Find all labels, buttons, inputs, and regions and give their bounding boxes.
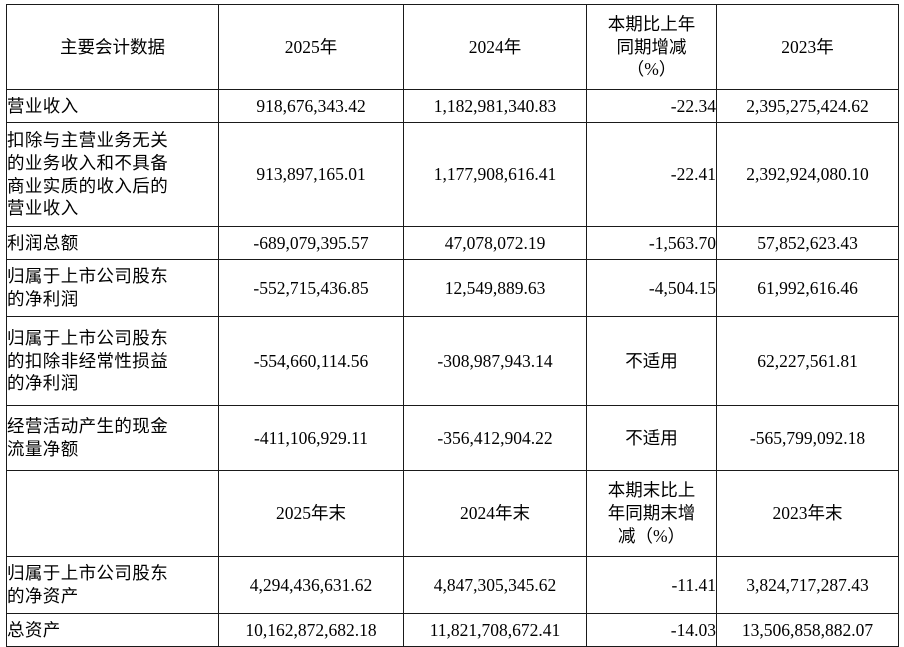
table-header-row-primary: 主要会计数据 2025年 2024年 本期比上年 同期增减 （%） 2023年 [6,4,899,90]
row-label-line: 的业务收入和不具备 [7,152,169,173]
cell-2025: 913,897,165.01 [218,122,404,227]
header2-cell-change-pct: 本期末比上 年同期末增 减（%） [586,470,717,557]
cell-2025: -552,715,436.85 [218,259,404,317]
cell-2024-end: 11,821,708,672.41 [403,613,587,647]
table-row: 归属于上市公司股东 的扣除非经常性损益 的净利润 -554,660,114.56… [6,316,899,406]
row-label-line: 总资产 [7,619,61,640]
cell-2023: -565,799,092.18 [716,405,899,471]
table-row: 扣除与主营业务无关 的业务收入和不具备 商业实质的收入后的 营业收入 913,8… [6,122,899,227]
row-label-net-profit-attributable: 归属于上市公司股东 的净利润 [6,259,219,317]
cell-2024: 47,078,072.19 [403,226,587,260]
cell-2025: -554,660,114.56 [218,316,404,406]
cell-2023: 57,852,623.43 [716,226,899,260]
header-change-line3: （%） [626,59,677,80]
header-change-line1: 本期比上年 [607,13,696,34]
cell-change-pct: -22.41 [586,122,717,227]
header2-cell-2023-end: 2023年末 [716,470,899,557]
cell-2025: -689,079,395.57 [218,226,404,260]
row-label-net-profit-excl-nonrecurring: 归属于上市公司股东 的扣除非经常性损益 的净利润 [6,316,219,406]
header-cell-label: 主要会计数据 [6,4,219,90]
row-label-net-assets-attributable: 归属于上市公司股东 的净资产 [6,556,219,614]
row-label-line: 的净利润 [7,289,79,309]
row-label-adjusted-operating-revenue: 扣除与主营业务无关 的业务收入和不具备 商业实质的收入后的 营业收入 [6,122,219,227]
row-label-line: 的净利润 [7,373,79,394]
cell-2025-end: 10,162,872,682.18 [218,613,404,647]
cell-change-pct: -11.41 [586,556,717,614]
table-row: 总资产 10,162,872,682.18 11,821,708,672.41 … [6,613,899,647]
cell-2023: 62,227,561.81 [716,316,899,406]
cell-change-pct: 不适用 [586,405,717,471]
row-label-total-assets: 总资产 [6,613,219,647]
row-label-line: 利润总额 [7,232,79,253]
cell-change-pct: -22.34 [586,89,717,123]
row-label-line: 营业收入 [7,95,79,116]
cell-2024: -308,987,943.14 [403,316,587,406]
header2-change-line1: 本期末比上 [607,480,696,501]
header-cell-2023: 2023年 [716,4,899,90]
header-change-line2: 同期增减 [616,36,687,57]
table-row: 营业收入 918,676,343.42 1,182,981,340.83 -22… [6,89,899,123]
header2-change-line2: 年同期末增 [607,503,696,524]
header2-cell-2024-end: 2024年末 [403,470,587,557]
row-label-line: 的净资产 [7,586,79,606]
row-label-total-profit: 利润总额 [6,226,219,260]
table-row: 经营活动产生的现金 流量净额 -411,106,929.11 -356,412,… [6,405,899,471]
cell-2025: -411,106,929.11 [218,405,404,471]
row-label-line: 的扣除非经常性损益 [7,350,169,371]
cell-change-pct: 不适用 [586,316,717,406]
cell-2024: 1,182,981,340.83 [403,89,587,123]
cell-2025: 918,676,343.42 [218,89,404,123]
header-cell-change-pct: 本期比上年 同期增减 （%） [586,4,717,90]
cell-2023-end: 3,824,717,287.43 [716,556,899,614]
row-label-line: 归属于上市公司股东 [7,266,169,287]
header2-cell-label [6,470,219,557]
cell-2023: 61,992,616.46 [716,259,899,317]
table-row: 归属于上市公司股东 的净利润 -552,715,436.85 12,549,88… [6,259,899,317]
header-cell-2024: 2024年 [403,4,587,90]
table-row: 归属于上市公司股东 的净资产 4,294,436,631.62 4,847,30… [6,556,899,614]
header-cell-2025: 2025年 [218,4,404,90]
cell-2024: 1,177,908,616.41 [403,122,587,227]
cell-2024: 12,549,889.63 [403,259,587,317]
header2-change-line3: 减（%） [617,525,686,546]
cell-2023: 2,395,275,424.62 [716,89,899,123]
row-label-line: 营业收入 [7,198,79,219]
row-label-operating-revenue: 营业收入 [6,89,219,123]
cell-change-pct: -4,504.15 [586,259,717,317]
row-label-line: 扣除与主营业务无关 [7,130,169,150]
row-label-line: 商业实质的收入后的 [7,175,169,196]
cell-2024-end: 4,847,305,345.62 [403,556,587,614]
table-row: 利润总额 -689,079,395.57 47,078,072.19 -1,56… [6,226,899,260]
row-label-line: 流量净额 [7,439,79,459]
main-accounting-data-table: 主要会计数据 2025年 2024年 本期比上年 同期增减 （%） 2023年 … [6,4,899,647]
row-label-line: 经营活动产生的现金 [7,416,169,437]
cell-2023-end: 13,506,858,882.07 [716,613,899,647]
header2-cell-2025-end: 2025年末 [218,470,404,557]
cell-2025-end: 4,294,436,631.62 [218,556,404,614]
financial-table-sheet: 主要会计数据 2025年 2024年 本期比上年 同期增减 （%） 2023年 … [6,4,899,647]
row-label-operating-cash-flow: 经营活动产生的现金 流量净额 [6,405,219,471]
cell-2024: -356,412,904.22 [403,405,587,471]
cell-2023: 2,392,924,080.10 [716,122,899,227]
cell-change-pct: -1,563.70 [586,226,717,260]
table-header-row-secondary: 2025年末 2024年末 本期末比上 年同期末增 减（%） 2023年末 [6,470,899,557]
row-label-line: 归属于上市公司股东 [7,327,169,348]
row-label-line: 归属于上市公司股东 [7,563,169,584]
cell-change-pct: -14.03 [586,613,717,647]
